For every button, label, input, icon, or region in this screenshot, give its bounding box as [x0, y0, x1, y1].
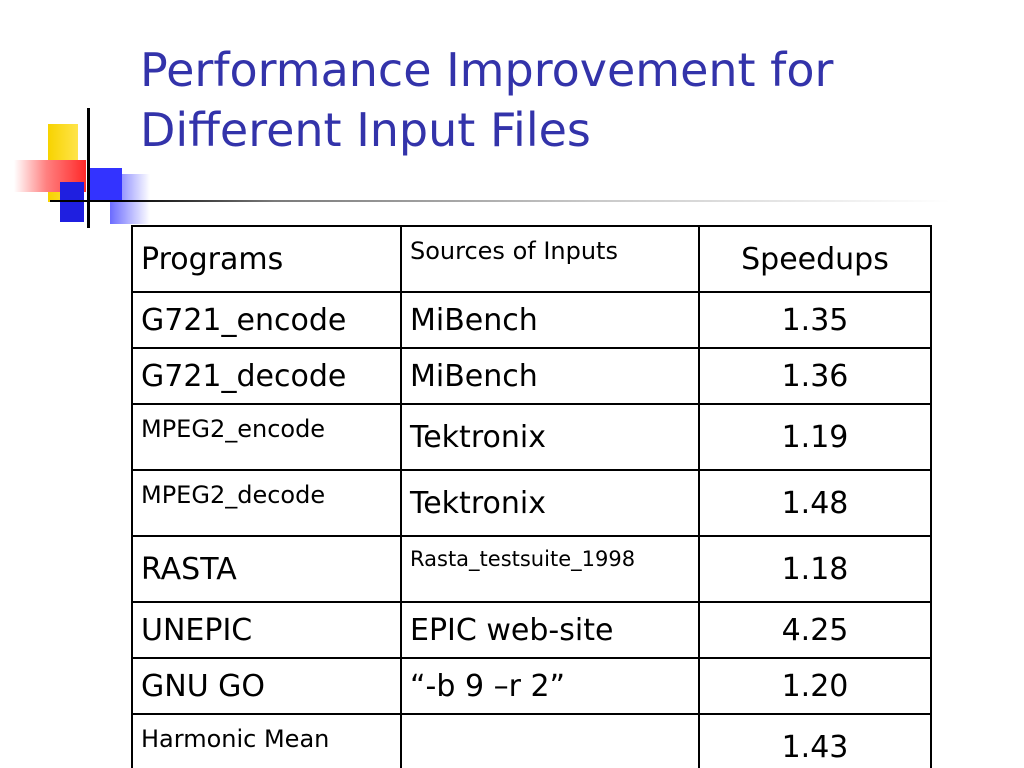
speedup-cell: 4.25	[698, 601, 932, 659]
source-cell: MiBench	[400, 347, 700, 405]
speedup-cell: 1.20	[698, 657, 932, 715]
source-cell	[400, 713, 700, 768]
program-cell: RASTA	[131, 535, 402, 603]
speedup-table: Programs Sources of Inputs Speedups G721…	[131, 225, 932, 768]
decoration-vertical-line	[87, 108, 90, 228]
table-row: UNEPIC EPIC web-site 4.25	[131, 601, 932, 659]
source-cell: “-b 9 –r 2”	[400, 657, 700, 715]
decoration-horizontal-rule	[50, 200, 950, 202]
program-cell: UNEPIC	[131, 601, 402, 659]
source-cell: EPIC web-site	[400, 601, 700, 659]
table-header-row: Programs Sources of Inputs Speedups	[131, 225, 932, 293]
table-row: RASTA Rasta_testsuite_1998 1.18	[131, 535, 932, 603]
header-speedups: Speedups	[698, 225, 932, 293]
source-cell: MiBench	[400, 291, 700, 349]
speedup-cell: 1.36	[698, 347, 932, 405]
source-cell: Rasta_testsuite_1998	[400, 535, 700, 603]
table-row: GNU GO “-b 9 –r 2” 1.20	[131, 657, 932, 715]
speedup-cell: 1.43	[698, 713, 932, 768]
decoration-blue-block-left	[60, 182, 84, 222]
program-cell: GNU GO	[131, 657, 402, 715]
program-cell: MPEG2_decode	[131, 469, 402, 537]
source-cell: Tektronix	[400, 469, 700, 537]
table-row: Harmonic Mean 1.43	[131, 713, 932, 768]
table-row: G721_decode MiBench 1.36	[131, 347, 932, 405]
source-cell: Tektronix	[400, 403, 700, 471]
speedup-cell: 1.35	[698, 291, 932, 349]
header-programs: Programs	[131, 225, 402, 293]
speedup-cell: 1.48	[698, 469, 932, 537]
slide-title: Performance Improvement for Different In…	[140, 43, 834, 157]
program-cell: Harmonic Mean	[131, 713, 402, 768]
program-cell: G721_decode	[131, 347, 402, 405]
speedup-cell: 1.19	[698, 403, 932, 471]
header-sources-of-inputs: Sources of Inputs	[400, 225, 700, 293]
program-cell: MPEG2_encode	[131, 403, 402, 471]
program-cell: G721_encode	[131, 291, 402, 349]
table-row: MPEG2_encode Tektronix 1.19	[131, 403, 932, 471]
decoration-blue-block	[88, 168, 122, 200]
table-row: MPEG2_decode Tektronix 1.48	[131, 469, 932, 537]
table-row: G721_encode MiBench 1.35	[131, 291, 932, 349]
speedup-cell: 1.18	[698, 535, 932, 603]
